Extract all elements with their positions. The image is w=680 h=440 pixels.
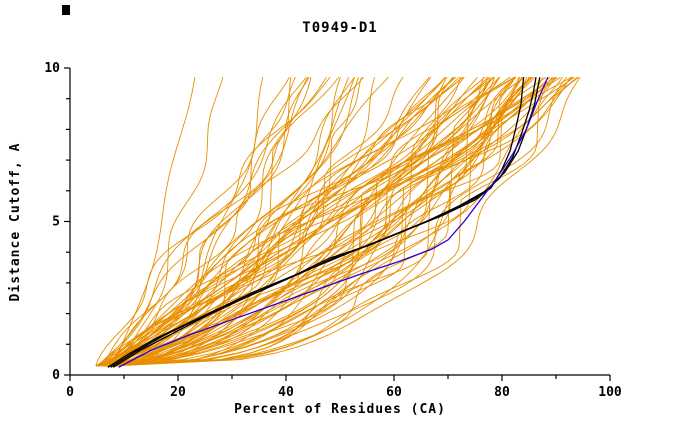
orange-curve xyxy=(96,76,556,367)
orange-curve xyxy=(100,76,307,367)
orange-curve xyxy=(111,77,362,367)
orange-curve xyxy=(112,76,460,367)
orange-curve xyxy=(106,76,516,367)
orange-curve xyxy=(115,76,457,367)
orange-curve xyxy=(103,77,488,367)
orange-curve xyxy=(98,77,292,367)
x-tick-label: 0 xyxy=(66,385,74,400)
orange-curve xyxy=(111,76,534,367)
orange-curve xyxy=(103,76,501,367)
orange-curve xyxy=(97,76,454,367)
orange-curve xyxy=(101,76,489,367)
chart-title: T0949-D1 xyxy=(302,20,378,36)
orange-curve xyxy=(115,77,462,367)
orange-curve xyxy=(107,77,520,367)
orange-curve xyxy=(109,77,264,367)
orange-curve xyxy=(104,77,496,367)
x-tick-label: 40 xyxy=(278,385,294,400)
x-tick-label: 100 xyxy=(598,385,622,400)
orange-curve xyxy=(114,76,530,367)
y-tick-label: 0 xyxy=(52,368,60,383)
x-tick-label: 20 xyxy=(170,385,186,400)
x-tick-label: 80 xyxy=(494,385,510,400)
orange-curve xyxy=(104,76,547,367)
orange-curve xyxy=(104,76,536,367)
orange-curve xyxy=(110,76,486,367)
orange-curve xyxy=(95,76,556,367)
orange-curve xyxy=(101,76,568,367)
orange-curve xyxy=(96,77,360,367)
orange-curve xyxy=(104,76,525,367)
x-tick-label: 60 xyxy=(386,385,402,400)
model-blue-curve xyxy=(118,76,549,368)
orange-curve xyxy=(111,76,355,367)
orange-curve xyxy=(99,76,573,367)
orange-curve xyxy=(108,76,580,367)
model-black-3-curve xyxy=(110,77,537,368)
orange-curve xyxy=(99,76,511,367)
orange-curve xyxy=(97,76,491,367)
orange-curve xyxy=(101,76,500,367)
orange-curve xyxy=(118,76,447,367)
orange-curve xyxy=(95,76,331,366)
orange-curve xyxy=(116,76,581,367)
y-axis-label: Distance Cutoff, A xyxy=(8,142,23,302)
corner-mark xyxy=(62,5,70,15)
orange-curve xyxy=(110,76,524,367)
orange-curve xyxy=(103,76,544,367)
orange-curve xyxy=(117,77,375,367)
x-axis-label: Percent of Residues (CA) xyxy=(234,402,446,417)
orange-curve xyxy=(102,76,556,367)
orange-curve xyxy=(108,77,484,367)
orange-curve xyxy=(117,76,364,367)
y-tick-label: 10 xyxy=(44,61,60,76)
y-tick-label: 5 xyxy=(52,215,60,230)
orange-curve xyxy=(107,76,463,367)
orange-curve xyxy=(112,77,224,367)
orange-curve xyxy=(96,76,309,367)
orange-curve xyxy=(112,77,355,367)
orange-curve xyxy=(105,76,290,367)
orange-curve xyxy=(102,76,339,367)
orange-curve xyxy=(102,77,350,367)
orange-curve xyxy=(103,76,464,367)
orange-curve xyxy=(106,76,563,367)
orange-curve xyxy=(109,77,196,367)
orange-curve xyxy=(109,76,516,367)
orange-curve xyxy=(105,76,448,367)
orange-curve xyxy=(103,76,575,367)
orange-curve xyxy=(113,77,341,367)
